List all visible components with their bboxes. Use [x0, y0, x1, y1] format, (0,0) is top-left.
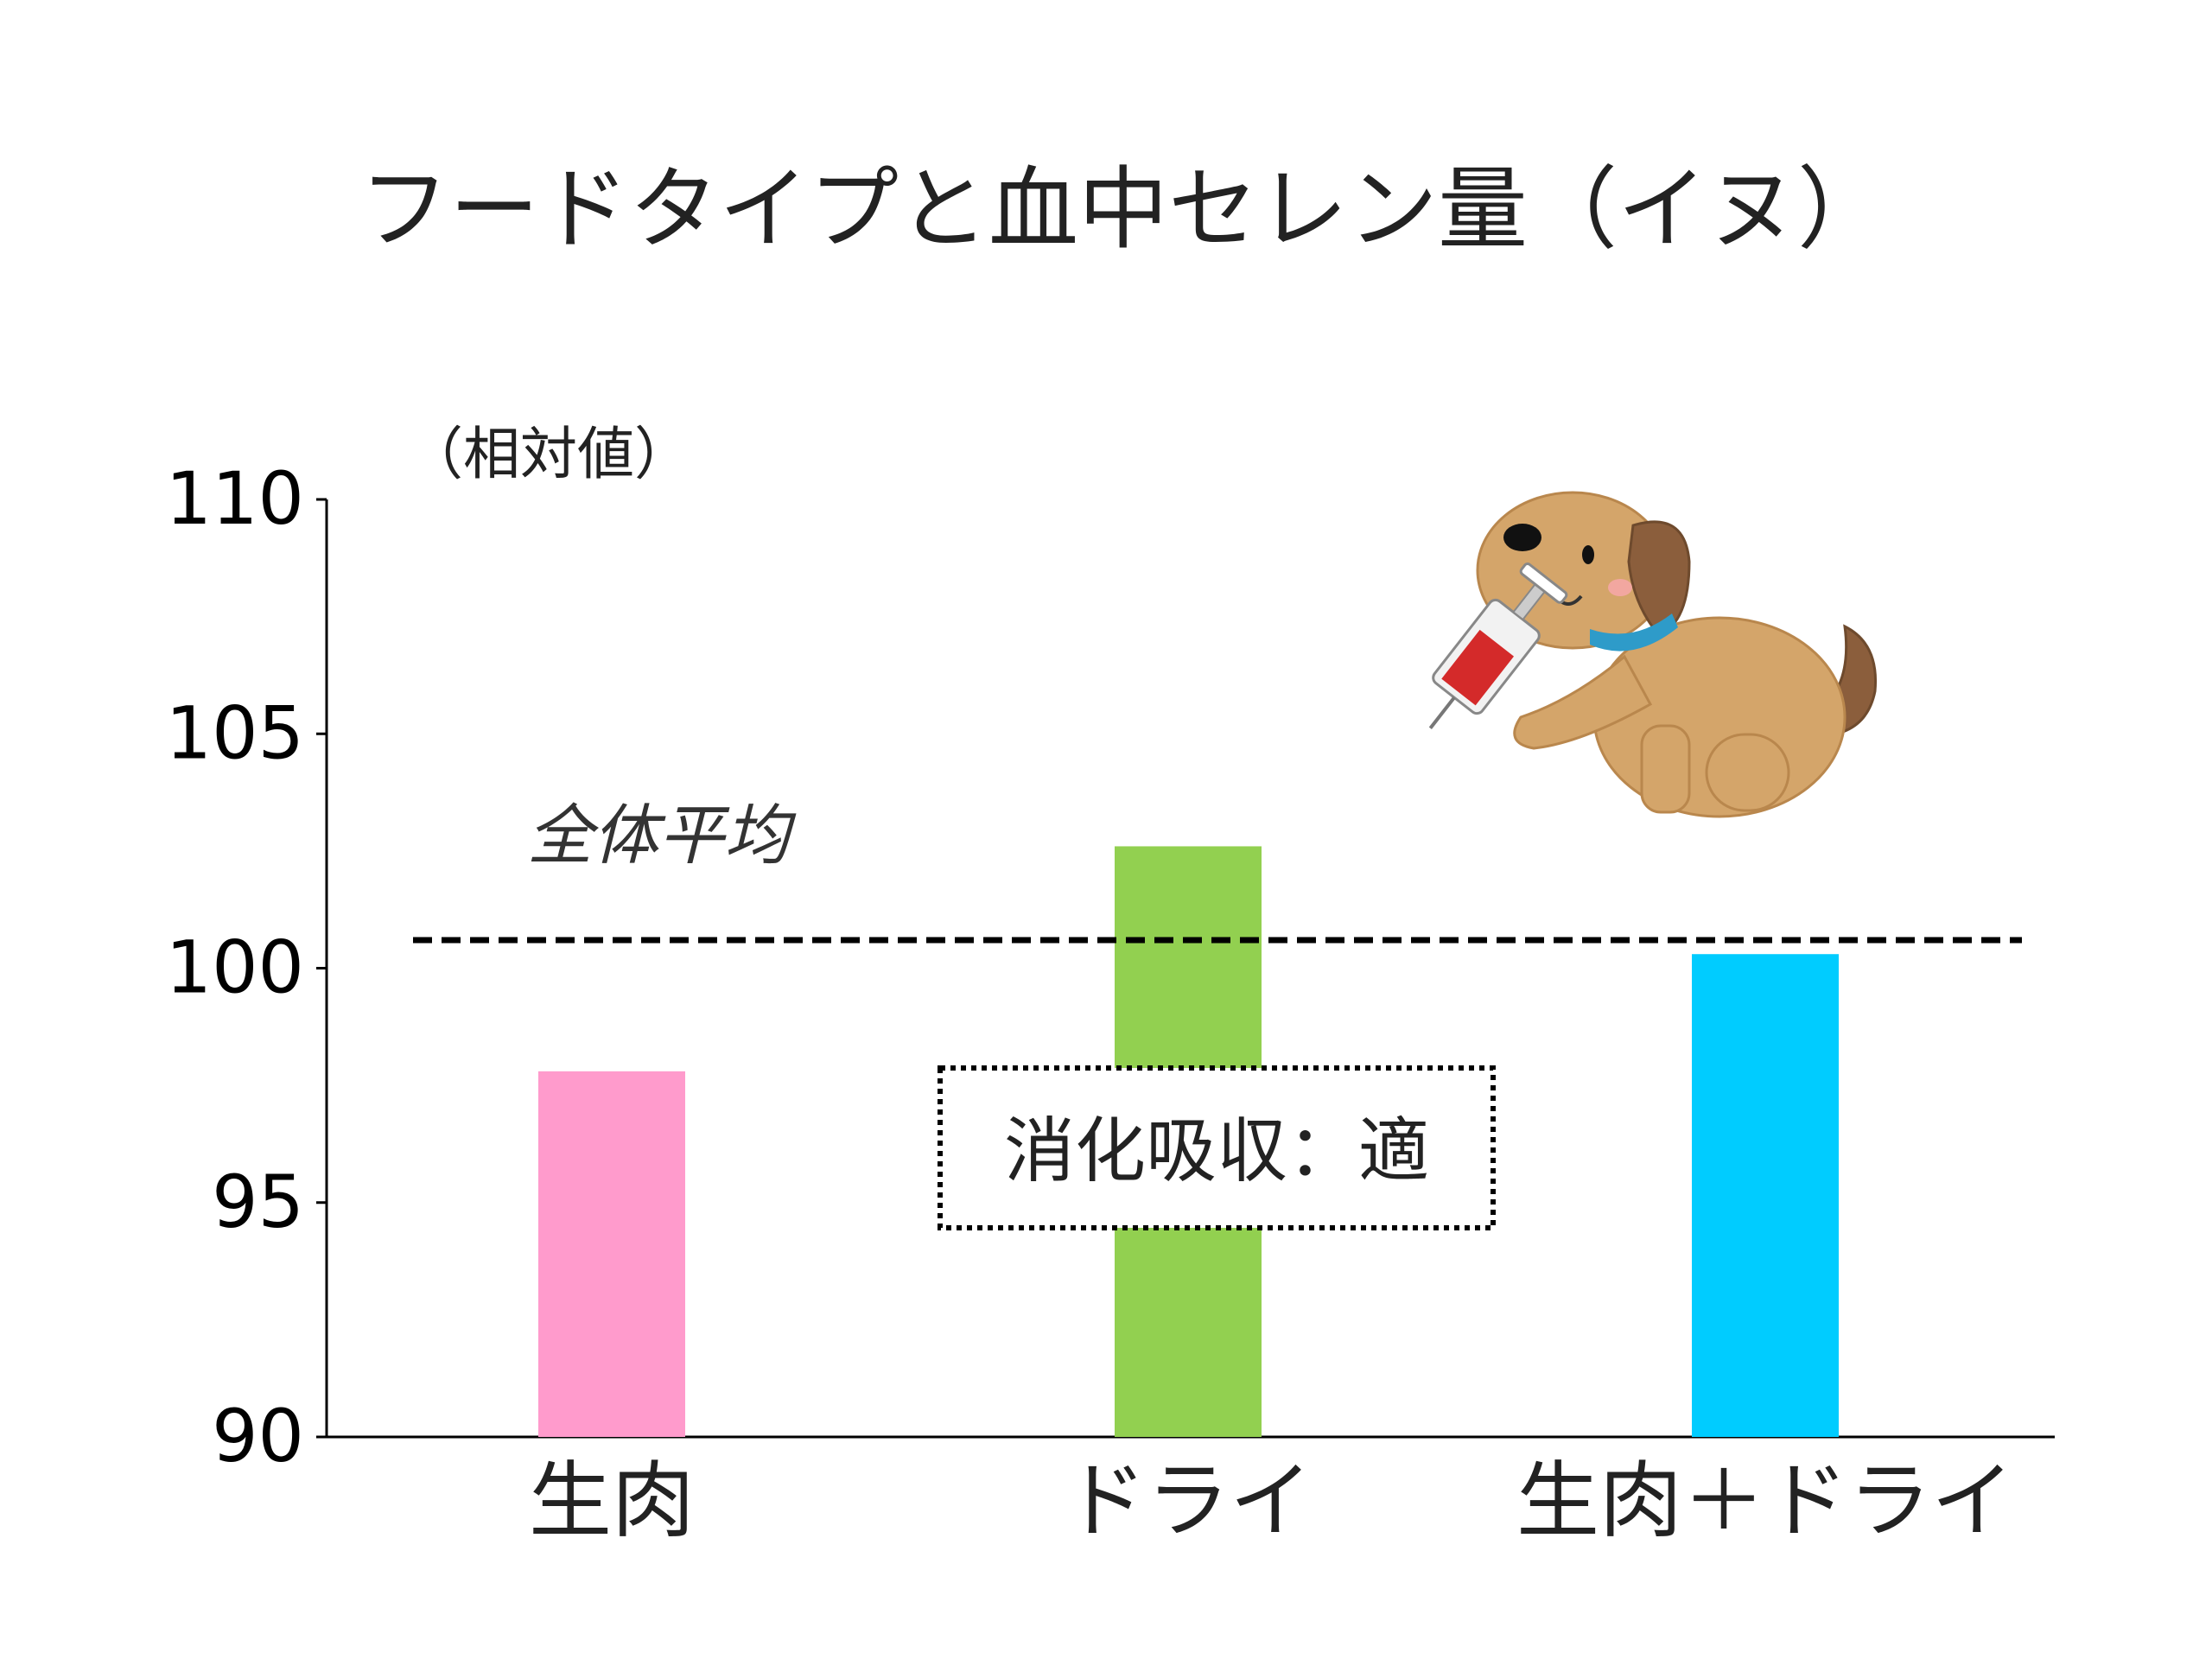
syringe: [1428, 563, 1568, 729]
dog-nose: [1503, 524, 1541, 551]
x-category-label: 生肉: [529, 1452, 695, 1549]
dog-with-syringe-illustration: [1428, 491, 1878, 818]
y-tick-label: 90: [212, 1394, 304, 1478]
dog-cheek: [1608, 579, 1632, 596]
dog-collar: [1590, 613, 1678, 652]
bar-3: [1692, 954, 1839, 1437]
chart-title: フードタイプと血中セレン量（イヌ）: [359, 156, 1887, 262]
x-labels: 生肉 ドライ 生肉＋ドライ: [529, 1452, 2014, 1549]
y-unit-label: （相対値）: [406, 421, 691, 487]
y-tick-label: 105: [166, 690, 304, 775]
syringe-plunger-cap: [1519, 563, 1568, 604]
y-tick-label: 110: [166, 456, 304, 541]
annotation-box: 消化吸収：適: [938, 1065, 1496, 1230]
annotation-text: 消化吸収：適: [1004, 1110, 1429, 1192]
dog-eye: [1582, 545, 1594, 564]
syringe-needle: [1428, 696, 1456, 729]
bar-1: [538, 1071, 685, 1437]
dog-front-leg: [1640, 724, 1691, 814]
dog-ear: [1627, 520, 1691, 637]
x-category-label: ドライ: [1064, 1452, 1313, 1549]
syringe-blood: [1441, 629, 1515, 706]
dog-hind-leg: [1705, 733, 1790, 812]
x-category-label: 生肉＋ドライ: [1516, 1452, 2014, 1549]
y-tick-label: 95: [212, 1160, 304, 1244]
y-tick-label: 100: [166, 925, 304, 1010]
annotation-box-border: [938, 1065, 1496, 1230]
average-reference-label: 全体平均: [527, 797, 797, 874]
dog-paw-raised: [1513, 654, 1653, 750]
y-ticks: 90 95 100 105 110: [166, 456, 327, 1478]
